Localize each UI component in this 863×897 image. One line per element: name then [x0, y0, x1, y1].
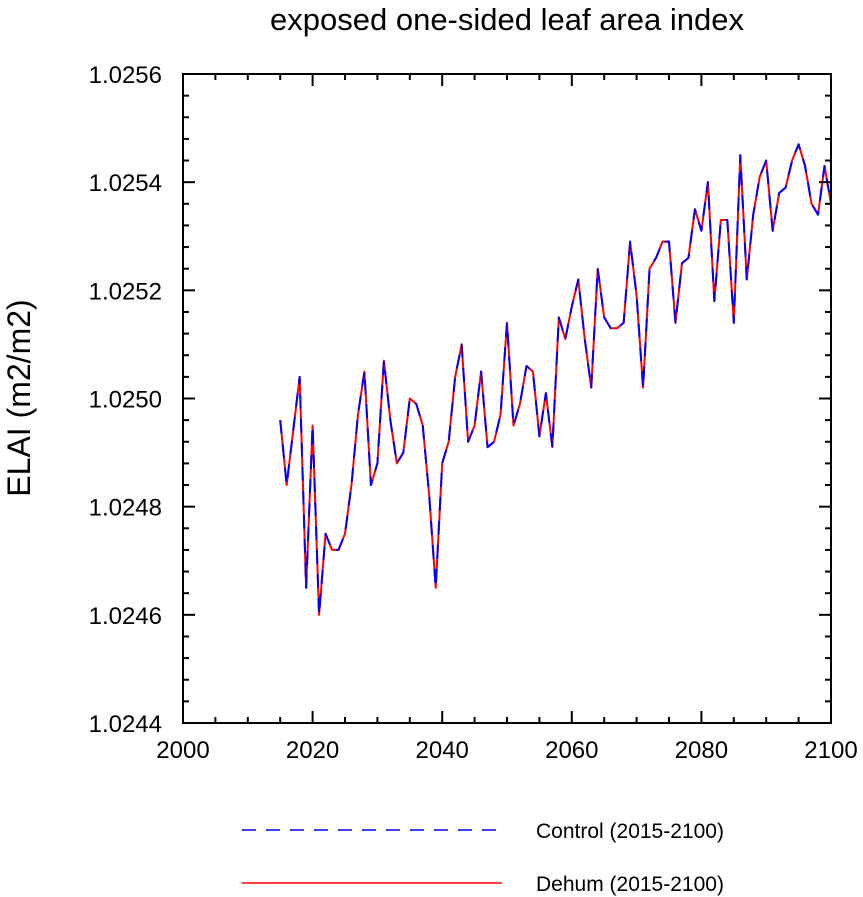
series-layer — [279, 143, 832, 616]
y-tick-label: 1.0244 — [89, 711, 162, 738]
y-tick-label: 1.0248 — [89, 495, 162, 522]
legend-label-control: Control (2015-2100) — [536, 820, 724, 843]
y-tick-label: 1.0250 — [89, 387, 162, 414]
x-axis-tick-labels: 2000 2020 2040 2060 2080 2100 — [156, 737, 857, 764]
axis-ticks — [182, 73, 832, 724]
y-axis-label: ELAI (m2/m2) — [1, 299, 37, 496]
y-tick-label: 1.0256 — [89, 62, 162, 89]
x-tick-label: 2060 — [545, 737, 598, 764]
y-axis-tick-labels: 1.0244 1.0246 1.0248 1.0250 1.0252 1.0254 1.02… — [89, 62, 162, 738]
x-tick-label: 2020 — [286, 737, 339, 764]
x-tick-label: 2100 — [804, 737, 857, 764]
y-tick-label: 1.0252 — [89, 278, 162, 305]
y-tick-label: 1.0246 — [89, 603, 162, 630]
plot-frame — [182, 73, 832, 724]
legend-label-dehum: Dehum (2015-2100) — [536, 873, 724, 896]
y-tick-label: 1.0254 — [89, 170, 162, 197]
series-line-control — [279, 143, 832, 616]
x-tick-label: 2000 — [156, 737, 209, 764]
x-tick-label: 2040 — [416, 737, 469, 764]
x-tick-label: 2080 — [675, 737, 728, 764]
chart-title: exposed one-sided leaf area index — [270, 2, 744, 37]
legend: Control (2015-2100) Dehum (2015-2100) — [242, 820, 724, 896]
